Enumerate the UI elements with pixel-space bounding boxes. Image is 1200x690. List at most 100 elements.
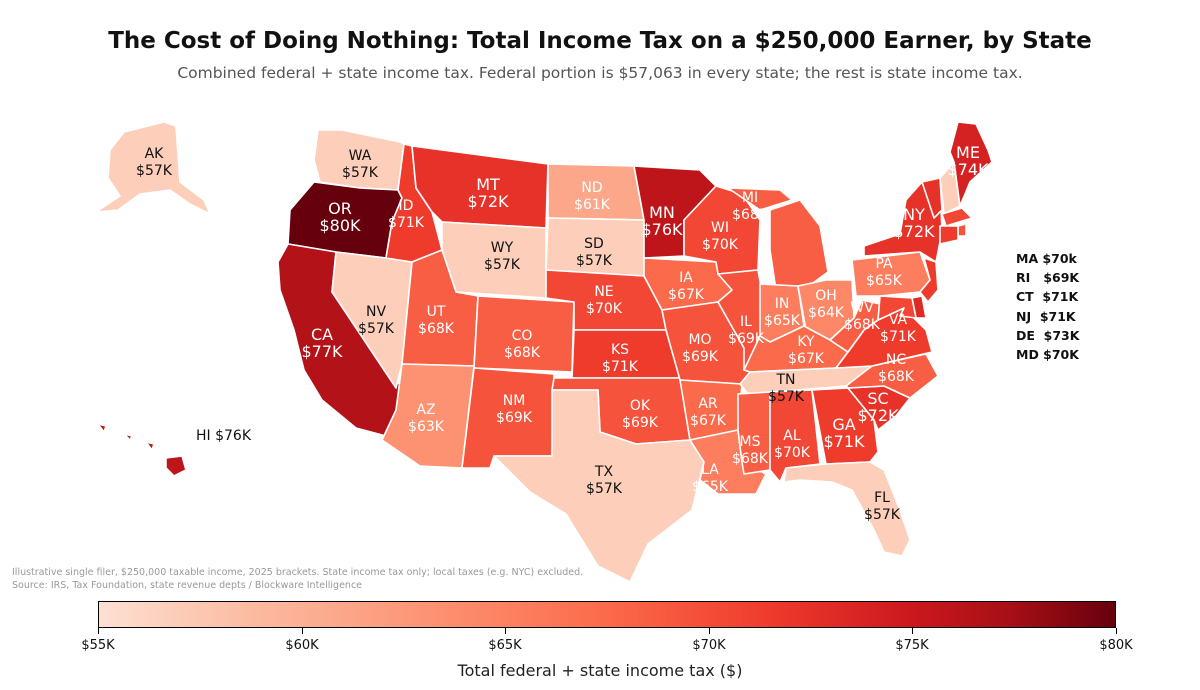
state-value-AR: $67K bbox=[690, 413, 727, 429]
state-value-WA: $57K bbox=[342, 165, 379, 181]
state-value-CA: $77K bbox=[301, 342, 343, 361]
state-abbr-MN: MN bbox=[649, 203, 675, 222]
state-value-WV: $68K bbox=[844, 317, 881, 333]
us-choropleth-map: WA$57KOR$80KCA$77KNV$57KID$71KMT$72KWY$5… bbox=[95, 121, 993, 583]
state-abbr-KY: KY bbox=[797, 334, 815, 350]
state-value-MT: $72K bbox=[467, 192, 509, 211]
colorbar bbox=[98, 601, 1116, 628]
state-value-SD: $57K bbox=[576, 253, 613, 269]
state-value-TX: $57K bbox=[586, 481, 623, 497]
state-value-IA: $67K bbox=[668, 287, 705, 303]
state-value-PA: $65K bbox=[866, 273, 903, 289]
colorbar-tick bbox=[505, 628, 506, 634]
state-value-ID: $71K bbox=[388, 215, 425, 231]
chart-subtitle: Combined federal + state income tax. Fed… bbox=[177, 64, 1023, 82]
colorbar-tick-label: $70K bbox=[692, 638, 726, 653]
state-abbr-ND: ND bbox=[581, 180, 602, 196]
state-abbr-ME: ME bbox=[956, 143, 980, 162]
state-value-TN: $57K bbox=[768, 389, 805, 405]
state-value-LA: $65K bbox=[692, 479, 729, 495]
state-value-SC: $72K bbox=[857, 406, 899, 425]
state-WY bbox=[441, 221, 547, 299]
state-value-MS: $68K bbox=[732, 451, 769, 467]
state-abbr-MS: MS bbox=[740, 434, 761, 450]
state-value-WI: $70K bbox=[702, 237, 739, 253]
state-value-MN: $76K bbox=[641, 220, 683, 239]
state-value-GA: $71K bbox=[823, 432, 865, 451]
state-abbr-SC: SC bbox=[867, 389, 888, 408]
state-abbr-WA: WA bbox=[349, 148, 372, 164]
state-label-HI: HI $76K bbox=[196, 428, 252, 444]
state-value-ME: $74K bbox=[947, 160, 989, 179]
footnote-source: Source: IRS, Tax Foundation, state reven… bbox=[12, 580, 363, 591]
state-value-NE: $70K bbox=[586, 301, 623, 317]
colorbar-tick-label: $55K bbox=[81, 638, 115, 653]
state-abbr-AZ: AZ bbox=[416, 402, 435, 418]
state-value-OR: $80K bbox=[319, 216, 361, 235]
callout-MA: MA $70k bbox=[1016, 251, 1077, 266]
state-value-OK: $69K bbox=[622, 415, 659, 431]
state-ME bbox=[949, 121, 993, 207]
state-MI bbox=[727, 187, 829, 291]
state-abbr-WV: WV bbox=[850, 300, 874, 316]
state-abbr-NC: NC bbox=[886, 352, 906, 368]
colorbar-tick-label: $80K bbox=[1099, 638, 1133, 653]
state-abbr-LA: LA bbox=[701, 462, 719, 478]
state-abbr-UT: UT bbox=[427, 304, 446, 320]
state-abbr-VA: VA bbox=[889, 312, 908, 328]
state-value-IN: $65K bbox=[764, 313, 801, 329]
state-TX bbox=[493, 389, 705, 583]
state-value-AL: $70K bbox=[774, 445, 811, 461]
colorbar-tick bbox=[1116, 628, 1117, 634]
labels-layer: WA$57KOR$80KCA$77KNV$57KID$71KMT$72KWY$5… bbox=[136, 143, 989, 523]
state-abbr-AL: AL bbox=[783, 428, 801, 444]
state-value-MI: $68K bbox=[732, 207, 769, 223]
state-MD bbox=[877, 295, 917, 321]
colorbar-tick-label: $65K bbox=[488, 638, 522, 653]
state-abbr-OH: OH bbox=[815, 288, 837, 304]
state-MA bbox=[941, 207, 973, 227]
state-value-AZ: $63K bbox=[408, 419, 445, 435]
states-layer bbox=[95, 121, 993, 583]
state-AK bbox=[95, 121, 211, 215]
state-value-NM: $69K bbox=[496, 410, 533, 426]
state-CT bbox=[939, 225, 959, 245]
state-abbr-IL: IL bbox=[740, 314, 752, 330]
state-abbr-AK: AK bbox=[145, 146, 165, 162]
state-value-FL: $57K bbox=[864, 507, 901, 523]
colorbar-tick-label: $60K bbox=[285, 638, 319, 653]
state-value-NV: $57K bbox=[358, 321, 395, 337]
state-value-NY: $72K bbox=[893, 222, 935, 241]
state-value-MO: $69K bbox=[682, 349, 719, 365]
callout-CT: CT $71K bbox=[1016, 289, 1079, 305]
state-abbr-SD: SD bbox=[584, 236, 604, 252]
colorbar-tick bbox=[98, 628, 99, 634]
northeast-callouts: MA $70k RI $69K CT $71K NJ $71K DE $73K … bbox=[1016, 249, 1079, 364]
state-abbr-PA: PA bbox=[875, 256, 893, 272]
state-FL bbox=[783, 461, 911, 557]
chart-title: The Cost of Doing Nothing: Total Income … bbox=[108, 28, 1092, 54]
state-value-KS: $71K bbox=[602, 359, 639, 375]
state-value-VA: $71K bbox=[880, 329, 917, 345]
state-abbr-GA: GA bbox=[832, 415, 855, 434]
state-value-ND: $61K bbox=[574, 197, 611, 213]
state-HI bbox=[97, 423, 187, 477]
state-abbr-CA: CA bbox=[311, 325, 333, 344]
footnote-method: Illustrative single filer, $250,000 taxa… bbox=[12, 567, 584, 578]
state-RI bbox=[957, 223, 967, 237]
state-abbr-TN: TN bbox=[775, 372, 795, 388]
colorbar-title: Total federal + state income tax ($) bbox=[457, 661, 743, 680]
colorbar-tick-label: $75K bbox=[895, 638, 929, 653]
state-abbr-CO: CO bbox=[512, 328, 533, 344]
state-abbr-NM: NM bbox=[503, 393, 526, 409]
state-value-IL: $69K bbox=[728, 331, 765, 347]
state-abbr-OK: OK bbox=[630, 398, 651, 414]
callout-MD: MD $70K bbox=[1016, 346, 1079, 362]
colorbar-tick bbox=[912, 628, 913, 634]
state-abbr-WI: WI bbox=[711, 220, 729, 236]
colorbar-tick bbox=[709, 628, 710, 634]
state-abbr-MO: MO bbox=[688, 332, 711, 348]
state-abbr-IA: IA bbox=[679, 270, 693, 286]
state-abbr-FL: FL bbox=[874, 490, 890, 506]
